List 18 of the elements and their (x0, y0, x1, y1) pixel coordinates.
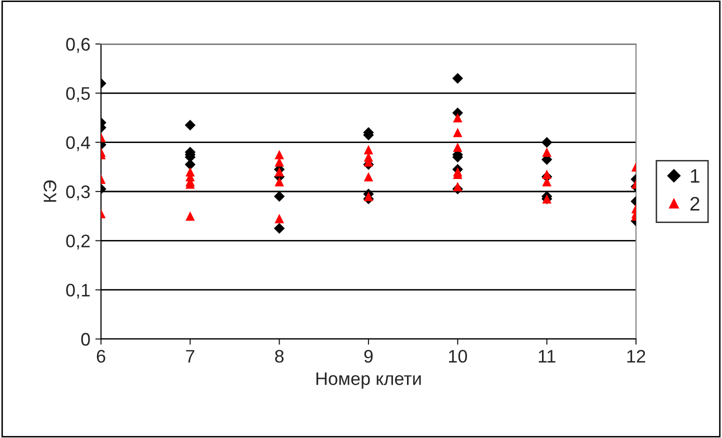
x-axis-title: Номер клети (316, 372, 421, 389)
x-tick-label: 7 (186, 350, 194, 362)
x-tick-label: 10 (449, 350, 468, 363)
y-tick-label: 0,1 (66, 284, 90, 299)
legend-label: 2 (690, 196, 700, 210)
x-tick-label: 8 (275, 350, 284, 363)
x-tick-label: 12 (627, 350, 646, 362)
x-tick-label: 9 (364, 350, 373, 363)
x-tick-label: 6 (96, 350, 106, 363)
legend-label: 1 (690, 169, 700, 183)
y-tick-label: 0,2 (66, 234, 90, 250)
y-axis-title: КЭ (44, 180, 56, 202)
y-tick-label: 0,3 (66, 185, 90, 200)
x-tick-label: 11 (538, 350, 556, 362)
y-tick-label: 0 (81, 332, 90, 346)
y-tick-label: 0,6 (66, 38, 90, 53)
y-tick-label: 0,5 (66, 87, 90, 102)
y-tick-label: 0,4 (66, 136, 90, 152)
